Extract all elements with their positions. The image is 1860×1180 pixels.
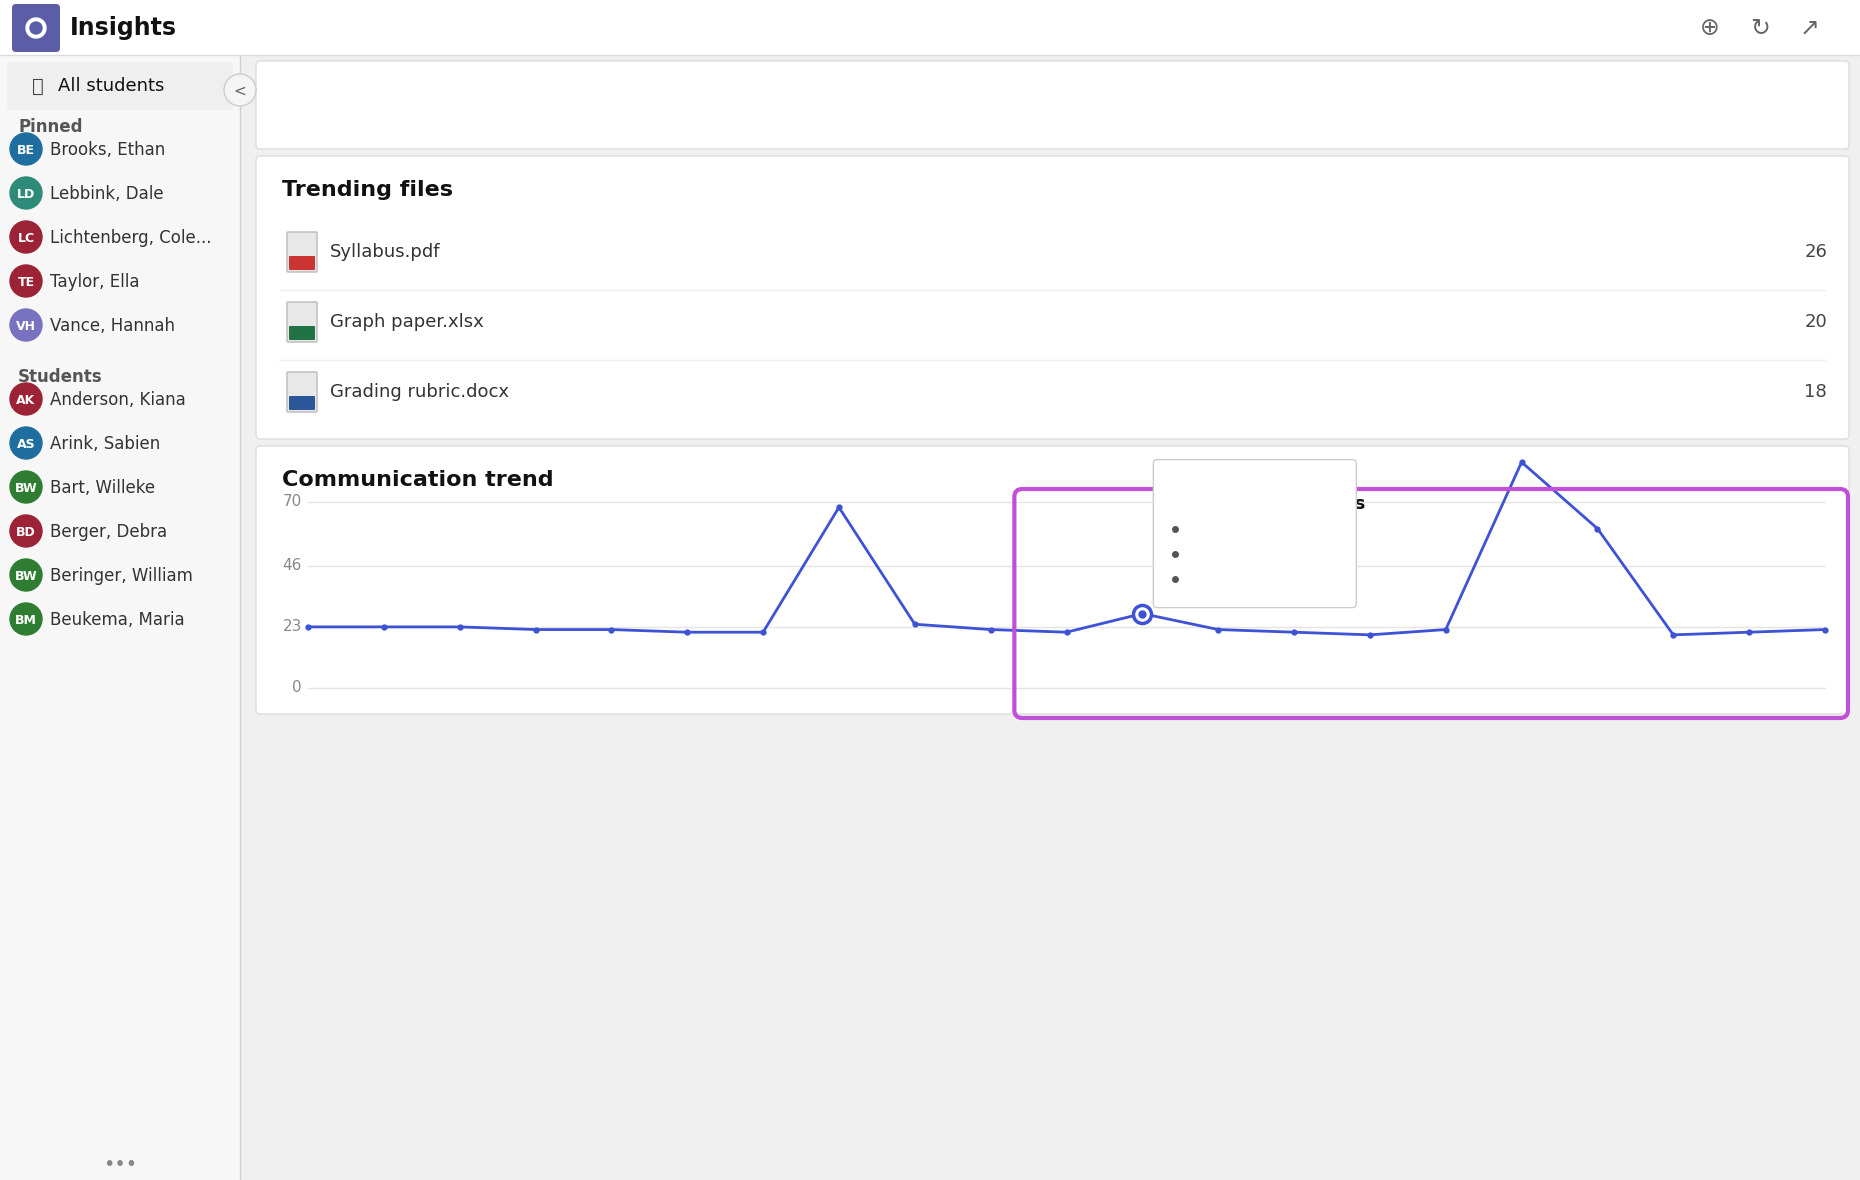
Text: Beukema, Maria: Beukema, Maria: [50, 611, 184, 629]
Text: Vance, Hannah: Vance, Hannah: [50, 317, 175, 335]
Text: 26: 26: [1804, 243, 1827, 261]
Circle shape: [223, 74, 257, 106]
Text: 70: 70: [283, 494, 301, 510]
Text: Syllabus.pdf: Syllabus.pdf: [329, 243, 441, 261]
Text: BD: BD: [17, 525, 35, 538]
FancyBboxPatch shape: [257, 156, 1849, 439]
Text: BM: BM: [15, 614, 37, 627]
Text: 28 communications: 28 communications: [1170, 494, 1365, 512]
Text: 👥: 👥: [32, 77, 45, 96]
Circle shape: [9, 471, 43, 503]
Text: AK: AK: [17, 393, 35, 406]
Circle shape: [9, 559, 43, 591]
FancyBboxPatch shape: [257, 446, 1849, 714]
FancyBboxPatch shape: [288, 256, 314, 270]
Text: 46: 46: [283, 558, 301, 573]
FancyBboxPatch shape: [11, 4, 60, 52]
Text: 14 posts: 14 posts: [1187, 519, 1259, 538]
FancyBboxPatch shape: [0, 55, 240, 1180]
Text: 0: 0: [292, 681, 301, 695]
Text: Pinned: Pinned: [19, 118, 82, 136]
Text: Beringer, William: Beringer, William: [50, 568, 193, 585]
Text: Brooks, Ethan: Brooks, Ethan: [50, 140, 166, 159]
FancyBboxPatch shape: [0, 0, 1860, 55]
Text: BW: BW: [15, 481, 37, 494]
Text: BW: BW: [15, 570, 37, 583]
FancyBboxPatch shape: [286, 372, 316, 412]
Text: Taylor, Ella: Taylor, Ella: [50, 273, 140, 291]
Text: Jul 8: Jul 8: [1170, 473, 1205, 491]
Text: Bart, Willeke: Bart, Willeke: [50, 479, 154, 497]
FancyBboxPatch shape: [7, 63, 232, 110]
Text: Anderson, Kiana: Anderson, Kiana: [50, 391, 186, 409]
Text: Communication trend: Communication trend: [283, 470, 554, 490]
FancyBboxPatch shape: [1153, 459, 1356, 608]
Text: LD: LD: [17, 188, 35, 201]
Circle shape: [9, 427, 43, 459]
FancyBboxPatch shape: [288, 396, 314, 409]
Circle shape: [30, 22, 43, 34]
Text: Graph paper.xlsx: Graph paper.xlsx: [329, 313, 484, 332]
Text: Berger, Debra: Berger, Debra: [50, 523, 167, 540]
Circle shape: [9, 603, 43, 635]
FancyBboxPatch shape: [288, 326, 314, 340]
Circle shape: [9, 384, 43, 415]
Text: Trending files: Trending files: [283, 181, 454, 199]
FancyBboxPatch shape: [286, 232, 316, 273]
Text: 20: 20: [1804, 313, 1827, 332]
Text: 18: 18: [1804, 384, 1827, 401]
Text: All students: All students: [58, 77, 164, 96]
Text: 8 reactions: 8 reactions: [1187, 570, 1280, 588]
Text: 23: 23: [283, 620, 301, 635]
FancyBboxPatch shape: [257, 61, 1849, 149]
Text: ↻: ↻: [1750, 17, 1771, 40]
Text: 6 replies: 6 replies: [1187, 545, 1259, 563]
Text: AS: AS: [17, 438, 35, 451]
Circle shape: [9, 514, 43, 548]
Text: <: <: [234, 84, 246, 98]
Text: ↗: ↗: [1800, 17, 1819, 40]
Text: Arink, Sabien: Arink, Sabien: [50, 435, 160, 453]
Text: TE: TE: [17, 275, 35, 288]
Text: LC: LC: [17, 231, 35, 244]
Text: ⊕: ⊕: [1700, 17, 1720, 40]
Text: Insights: Insights: [71, 17, 177, 40]
Text: BE: BE: [17, 144, 35, 157]
FancyBboxPatch shape: [286, 302, 316, 342]
Circle shape: [9, 221, 43, 253]
Circle shape: [9, 133, 43, 165]
Circle shape: [9, 309, 43, 341]
Text: Students: Students: [19, 368, 102, 386]
Circle shape: [26, 18, 46, 38]
Text: Grading rubric.docx: Grading rubric.docx: [329, 384, 510, 401]
Circle shape: [9, 266, 43, 297]
Text: VH: VH: [17, 320, 35, 333]
Circle shape: [9, 177, 43, 209]
Text: •••: •••: [102, 1155, 138, 1174]
Text: Lichtenberg, Cole...: Lichtenberg, Cole...: [50, 229, 212, 247]
Text: Lebbink, Dale: Lebbink, Dale: [50, 185, 164, 203]
